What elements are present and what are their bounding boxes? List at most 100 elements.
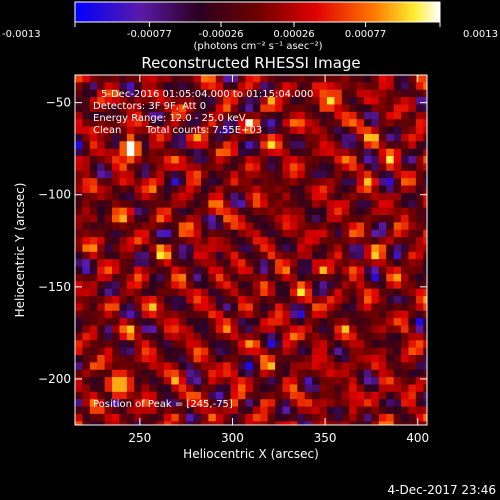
heatmap-pixel (386, 111, 395, 120)
heatmap-pixel (408, 391, 417, 400)
heatmap-pixel (260, 288, 269, 297)
heatmap-pixel (186, 332, 195, 341)
heatmap-pixel (97, 244, 106, 253)
heatmap-pixel (230, 141, 239, 150)
heatmap-pixel (401, 296, 410, 305)
heatmap-pixel (163, 111, 172, 120)
heatmap-pixel (423, 163, 427, 172)
heatmap-pixel (134, 318, 143, 327)
heatmap-pixel (97, 362, 106, 371)
heatmap-pixel (245, 266, 254, 275)
heatmap-pixel (408, 192, 417, 201)
heatmap-pixel (371, 355, 380, 363)
heatmap-pixel (282, 222, 291, 231)
heatmap-pixel (156, 325, 165, 334)
heatmap-pixel (423, 362, 427, 371)
heatmap-pixel (230, 178, 239, 187)
heatmap-pixel (304, 104, 313, 113)
heatmap-pixel (126, 163, 135, 172)
heatmap-pixel (423, 310, 427, 319)
y-tick-label: −200 (38, 372, 71, 386)
heatmap-pixel (275, 222, 284, 231)
heatmap-pixel (156, 251, 165, 260)
heatmap-pixel (341, 266, 350, 275)
heatmap-pixel (208, 237, 217, 246)
heatmap-pixel (423, 347, 427, 356)
heatmap-pixel (378, 82, 387, 91)
heatmap-pixel (252, 406, 261, 415)
heatmap-pixel (289, 133, 298, 142)
heatmap-pixel (186, 281, 195, 290)
heatmap-pixel (75, 119, 84, 128)
heatmap-pixel (75, 163, 84, 172)
heatmap-pixel (208, 89, 217, 98)
heatmap-pixel (186, 303, 195, 312)
heatmap-pixel (245, 97, 254, 106)
heatmap-pixel (319, 384, 328, 393)
heatmap-pixel (126, 97, 135, 106)
heatmap-pixel (119, 355, 128, 363)
heatmap-pixel (349, 75, 358, 83)
heatmap-pixel (119, 429, 127, 437)
heatmap-pixel (356, 266, 365, 275)
heatmap-pixel (245, 126, 254, 135)
heatmap-pixel (297, 207, 306, 216)
heatmap-pixel (208, 192, 217, 201)
heatmap-pixel (304, 310, 313, 319)
heatmap-pixel (341, 406, 350, 415)
heatmap-pixel (112, 207, 121, 216)
heatmap-pixel (297, 347, 306, 356)
heatmap-pixel (386, 215, 395, 223)
heatmap-pixel (334, 413, 343, 422)
heatmap-pixel (223, 229, 232, 238)
heatmap-pixel (379, 429, 387, 437)
heatmap-pixel (238, 288, 247, 297)
heatmap-pixel (423, 399, 427, 408)
heatmap-pixel (401, 259, 410, 268)
heatmap-pixel (171, 399, 180, 408)
heatmap-pixel (304, 170, 313, 179)
heatmap-pixel (408, 259, 417, 268)
heatmap-pixel (245, 178, 254, 187)
heatmap-pixel (334, 259, 343, 268)
heatmap-pixel (326, 222, 335, 231)
heatmap-pixel (245, 273, 254, 282)
heatmap-pixel (393, 111, 402, 120)
heatmap-pixel (356, 200, 365, 209)
heatmap-pixel (364, 347, 373, 356)
heatmap-pixel (393, 237, 402, 246)
heatmap-pixel (82, 244, 91, 253)
heatmap-pixel (75, 369, 84, 378)
heatmap-pixel (186, 347, 195, 356)
heatmap-pixel (401, 111, 410, 120)
heatmap-pixel (304, 75, 313, 83)
heatmap-pixel (386, 332, 395, 341)
heatmap-pixel (304, 97, 313, 106)
heatmap-pixel (215, 82, 224, 91)
heatmap-pixel (349, 222, 358, 231)
heatmap-pixel (156, 406, 165, 415)
heatmap-pixel (267, 75, 276, 83)
heatmap-pixel (386, 421, 395, 425)
heatmap-pixel (186, 75, 195, 83)
heatmap-pixel (97, 75, 106, 83)
heatmap-pixel (393, 200, 402, 209)
heatmap-pixel (364, 104, 373, 113)
heatmap-pixel (252, 355, 261, 363)
heatmap-pixel (289, 325, 298, 334)
heatmap-pixel (378, 362, 387, 371)
heatmap-pixel (245, 399, 254, 408)
heatmap-pixel (378, 347, 387, 356)
heatmap-pixel (245, 310, 254, 319)
heatmap-pixel (200, 340, 209, 349)
heatmap-pixel (289, 413, 298, 422)
heatmap-pixel (149, 89, 158, 98)
heatmap-pixel (393, 384, 402, 393)
heatmap-pixel (275, 421, 284, 425)
heatmap-pixel (378, 222, 387, 231)
heatmap-pixel (378, 229, 387, 238)
heatmap-pixel (282, 170, 291, 179)
heatmap-pixel (134, 148, 143, 157)
heatmap-pixel (267, 288, 276, 297)
heatmap-pixel (200, 281, 209, 290)
